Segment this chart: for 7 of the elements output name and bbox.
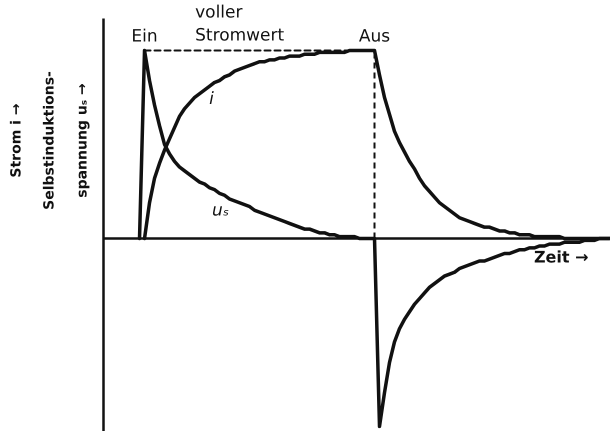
text: Strom i → Selbstinduktions- spannung uₛ →	[8, 71, 90, 210]
x-tick-label: Aus	[358, 26, 390, 46]
series-label: i	[209, 89, 214, 110]
x-tick-label: Ein	[131, 26, 158, 46]
annotation: voller Stromwert	[195, 2, 285, 46]
x-axis-title: Zeit →	[534, 247, 588, 266]
series-label: uₛ	[212, 200, 230, 220]
